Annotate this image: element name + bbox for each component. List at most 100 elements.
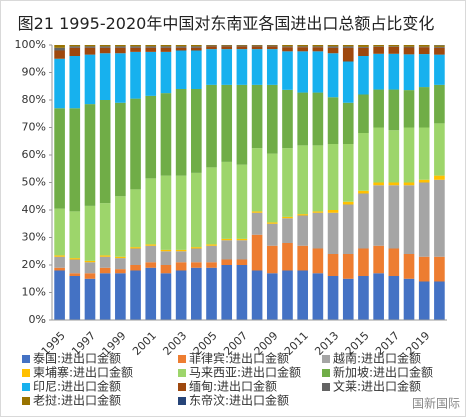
legend-marker <box>178 397 186 405</box>
bar-segment <box>297 92 308 146</box>
bar-segment <box>84 278 96 320</box>
bar-segment <box>236 45 248 46</box>
bar-segment <box>236 49 248 85</box>
bar-segment <box>266 153 278 223</box>
bar-segment <box>84 45 96 47</box>
bar-segment <box>251 211 263 213</box>
bar-segment <box>403 127 415 183</box>
y-tick-label: 50% <box>22 176 46 189</box>
bar-segment <box>191 172 202 248</box>
bar-segment <box>282 148 293 217</box>
bar-segment <box>99 53 111 100</box>
bar-segment <box>327 45 339 47</box>
bar-segment <box>130 247 141 249</box>
bar-segment <box>358 56 369 95</box>
bar-segment <box>99 273 111 320</box>
legend-marker <box>22 355 30 363</box>
bar-segment <box>434 84 445 124</box>
bar-segment <box>236 238 248 241</box>
bar-segment <box>434 281 445 320</box>
bar-segment <box>191 267 202 320</box>
bar-segment <box>403 45 415 47</box>
bar-segment <box>373 45 384 47</box>
bar-segment <box>312 51 324 93</box>
bar-segment <box>145 51 157 96</box>
chart-title: 图21 1995-2020年中国对东南亚各国进出口总额占比变化 <box>17 14 435 33</box>
bar-segment <box>160 47 172 52</box>
bar-segment <box>388 248 400 276</box>
bar-segment <box>327 97 339 144</box>
legend-marker <box>178 355 186 363</box>
bar-segment <box>160 175 172 250</box>
bar-segment <box>388 185 400 249</box>
bar-segment <box>115 47 126 54</box>
bar-segment <box>388 46 400 54</box>
bar-segment <box>191 89 202 173</box>
legend-label: 缅甸:进出口金额 <box>189 379 277 394</box>
bar-segment <box>175 45 187 47</box>
bar-segment <box>388 45 400 47</box>
bar-segment <box>115 256 126 259</box>
bar-segment <box>251 212 263 235</box>
bar-segment <box>251 84 263 149</box>
y-tick-label: 30% <box>22 231 46 244</box>
bar-segment <box>160 273 172 320</box>
bar-segment <box>358 193 369 249</box>
bar-segment <box>388 89 400 131</box>
bar-segment <box>206 267 217 320</box>
legend-label: 马来西亚:进出口金额 <box>189 365 301 380</box>
bar-segment <box>373 46 384 47</box>
bar-segment <box>99 256 111 268</box>
bar-segment <box>282 243 293 271</box>
bar-segment <box>373 89 384 128</box>
bar-segment <box>251 234 263 271</box>
bar-segment <box>160 251 172 265</box>
bar-segment <box>206 45 217 46</box>
bar-segment <box>358 94 369 133</box>
bar-segment <box>327 47 339 54</box>
bar-segment <box>388 53 400 90</box>
bar-segment <box>297 214 308 216</box>
bar-segment <box>221 84 233 162</box>
bar-segment <box>84 54 96 105</box>
bar-segment <box>175 249 187 252</box>
legend-marker <box>322 355 330 363</box>
bar-segment <box>175 175 187 250</box>
bar-segment <box>206 167 217 245</box>
bar-segment <box>69 273 81 276</box>
bar-segment <box>297 51 308 93</box>
bar-segment <box>403 254 415 279</box>
bar-segment <box>69 108 81 212</box>
bar-segment <box>175 251 187 263</box>
bar-segment <box>206 49 217 85</box>
bar-segment <box>418 182 430 257</box>
y-tick-label: 40% <box>22 203 46 216</box>
bar-segment <box>115 46 126 48</box>
y-tick-label: 70% <box>22 121 46 134</box>
bar-segment <box>266 245 278 274</box>
bar-segment <box>251 46 263 50</box>
bar-segment <box>221 161 233 239</box>
bar-segment <box>282 51 293 90</box>
bar-segment <box>297 47 308 52</box>
bar-segment <box>145 267 157 320</box>
bar-segment <box>130 51 141 99</box>
y-tick-label: 90% <box>22 66 46 79</box>
bar-segment <box>130 248 141 265</box>
bar-segment <box>282 89 293 149</box>
bar-segment <box>373 185 384 246</box>
bar-segment <box>69 47 81 56</box>
bar-segment <box>388 182 400 186</box>
bar-segment <box>206 45 217 47</box>
legend-marker <box>22 397 30 405</box>
bar-segment <box>54 58 65 109</box>
bar-segment <box>358 133 369 191</box>
bar-segment <box>312 145 324 212</box>
bar-segment <box>160 265 172 274</box>
bar-segment <box>403 54 415 91</box>
bar-segment <box>69 45 81 47</box>
bar-segment <box>403 90 415 128</box>
bar-segment <box>99 267 111 274</box>
